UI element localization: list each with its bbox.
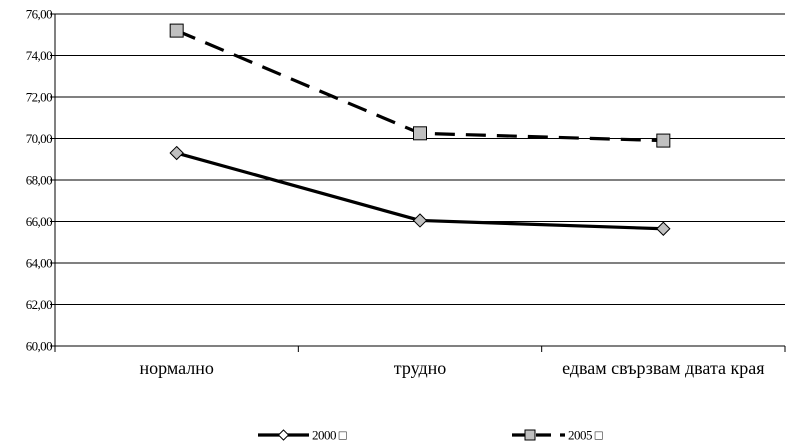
y-tick-label: 72,00	[26, 90, 52, 105]
x-tick-label: едвам свързвам двата края	[562, 358, 764, 378]
data-point	[413, 126, 427, 141]
legend-label: 2000 □	[312, 428, 347, 443]
y-tick-label: 68,00	[26, 173, 52, 188]
legend-marker	[277, 429, 290, 441]
legend-label: 2005 □	[568, 428, 603, 443]
data-point	[656, 133, 671, 148]
x-tick-label: трудно	[394, 358, 447, 378]
y-tick-label: 70,00	[26, 131, 52, 146]
data-point	[169, 145, 184, 161]
y-tick-label: 64,00	[26, 256, 52, 271]
y-axis-ticks: 60,00 62,00 64,00 66,00 68,00 70,00 72,00 74,00…	[26, 7, 55, 354]
data-series	[169, 23, 671, 236]
y-tick-label: 60,00	[26, 339, 52, 354]
data-point	[412, 213, 428, 228]
x-tick-label: нормално	[139, 358, 213, 378]
x-axis-ticks: нормално трудно едвам свързвам двата края	[54, 346, 786, 378]
legend: 2000 □ 2005 □	[258, 428, 603, 443]
data-point	[169, 23, 184, 38]
gridlines	[55, 13, 785, 305]
y-tick-label: 76,00	[26, 7, 52, 22]
legend-marker	[524, 429, 536, 441]
y-tick-label: 62,00	[26, 297, 52, 312]
data-point	[656, 221, 671, 236]
y-tick-label: 66,00	[26, 214, 52, 229]
series-line-2	[176, 29, 664, 143]
y-tick-label: 74,00	[26, 48, 52, 63]
